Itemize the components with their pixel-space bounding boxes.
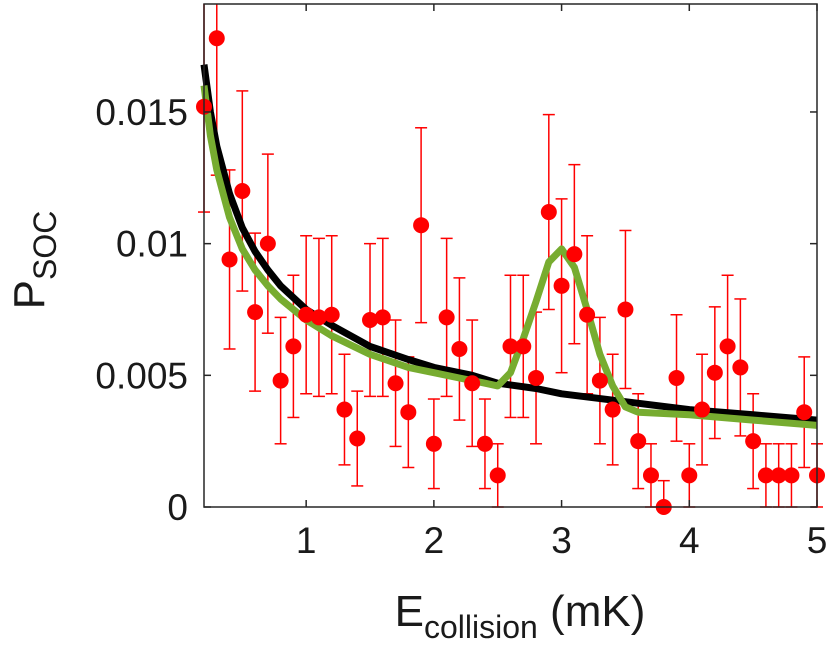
data-point xyxy=(476,435,493,452)
axes-box xyxy=(203,3,818,508)
data-point xyxy=(451,340,468,357)
data-point xyxy=(642,467,659,484)
y-tick-label: 0.005 xyxy=(95,355,188,396)
data-point xyxy=(221,251,238,268)
data-point xyxy=(285,338,302,355)
fit-curve-green xyxy=(200,85,818,429)
data-point xyxy=(528,369,545,386)
data-point xyxy=(796,404,813,421)
x-axis-title-unit: (mK) xyxy=(538,587,646,636)
x-axis-title-main: E xyxy=(395,587,424,636)
data-point xyxy=(489,467,506,484)
x-tick-label: 1 xyxy=(296,520,317,561)
data-point xyxy=(719,338,736,355)
y-axis-title: PSOC xyxy=(5,211,63,310)
data-point xyxy=(579,306,596,323)
data-point xyxy=(400,404,417,421)
data-point xyxy=(591,372,608,389)
y-axis-title-sub: SOC xyxy=(27,211,63,280)
data-point xyxy=(668,369,685,386)
data-point xyxy=(566,246,583,263)
data-point xyxy=(783,467,800,484)
fit-curve-black xyxy=(200,64,818,424)
data-point xyxy=(387,375,404,392)
data-point xyxy=(374,309,391,326)
axes-frame xyxy=(203,3,818,508)
plot-area xyxy=(204,4,817,507)
data-point xyxy=(515,338,532,355)
data-point xyxy=(323,306,340,323)
x-tick-label: 2 xyxy=(424,520,445,561)
y-axis-title-main: P xyxy=(5,280,54,309)
data-point xyxy=(425,435,442,452)
y-tick-labels: 0 0.005 0.01 0.015 xyxy=(95,92,188,528)
data-point xyxy=(757,467,774,484)
data-point xyxy=(413,217,430,234)
data-point xyxy=(604,401,621,418)
data-point xyxy=(617,301,634,318)
data-point xyxy=(259,235,276,252)
data-point xyxy=(502,338,519,355)
data-points xyxy=(196,30,825,515)
data-point xyxy=(208,30,225,47)
y-tick-label: 0.01 xyxy=(116,224,188,265)
x-tick-label: 3 xyxy=(551,520,572,561)
x-axis-title-sub: collision xyxy=(424,609,538,645)
data-point xyxy=(681,467,698,484)
data-point xyxy=(247,304,264,321)
data-point xyxy=(540,204,557,221)
y-tick-label: 0.015 xyxy=(95,92,188,133)
data-point xyxy=(694,401,711,418)
data-point xyxy=(298,306,315,323)
data-point xyxy=(770,467,787,484)
data-point xyxy=(438,309,455,326)
y-tick-label: 0 xyxy=(167,487,188,528)
x-tick-labels: 1 2 3 4 5 xyxy=(296,520,827,561)
data-point xyxy=(732,359,749,376)
data-point xyxy=(349,430,366,447)
x-tick-label: 5 xyxy=(807,520,828,561)
data-point xyxy=(553,277,570,294)
data-point xyxy=(745,433,762,450)
data-point xyxy=(362,312,379,329)
x-tick-label: 4 xyxy=(679,520,700,561)
data-point xyxy=(272,372,289,389)
data-point xyxy=(336,401,353,418)
data-point xyxy=(706,364,723,381)
x-axis-title: Ecollision (mK) xyxy=(395,587,646,645)
data-point xyxy=(464,375,481,392)
plot-background xyxy=(204,4,817,507)
data-point xyxy=(234,182,251,199)
data-point xyxy=(310,309,327,326)
fit-lines xyxy=(200,64,818,429)
data-point xyxy=(630,433,647,450)
